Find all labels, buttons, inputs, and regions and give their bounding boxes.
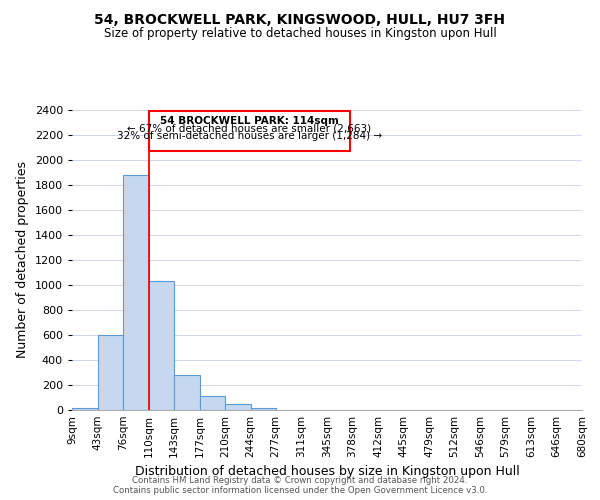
Y-axis label: Number of detached properties: Number of detached properties — [16, 162, 29, 358]
Text: 32% of semi-detached houses are larger (1,284) →: 32% of semi-detached houses are larger (… — [117, 131, 382, 141]
FancyBboxPatch shape — [149, 112, 350, 151]
Bar — [225, 404, 251, 410]
Bar — [200, 396, 225, 410]
Bar — [98, 335, 123, 410]
Text: Contains HM Land Registry data © Crown copyright and database right 2024.: Contains HM Land Registry data © Crown c… — [132, 476, 468, 485]
Bar — [174, 375, 200, 410]
Text: 54, BROCKWELL PARK, KINGSWOOD, HULL, HU7 3FH: 54, BROCKWELL PARK, KINGSWOOD, HULL, HU7… — [95, 12, 505, 26]
Text: Contains public sector information licensed under the Open Government Licence v3: Contains public sector information licen… — [113, 486, 487, 495]
Text: ← 67% of detached houses are smaller (2,663): ← 67% of detached houses are smaller (2,… — [127, 123, 371, 133]
Text: 54 BROCKWELL PARK: 114sqm: 54 BROCKWELL PARK: 114sqm — [160, 116, 339, 126]
X-axis label: Distribution of detached houses by size in Kingston upon Hull: Distribution of detached houses by size … — [134, 466, 520, 478]
Bar — [149, 280, 174, 410]
Bar — [251, 408, 275, 410]
Text: Size of property relative to detached houses in Kingston upon Hull: Size of property relative to detached ho… — [104, 28, 496, 40]
Bar — [72, 408, 98, 410]
Bar — [123, 175, 149, 410]
